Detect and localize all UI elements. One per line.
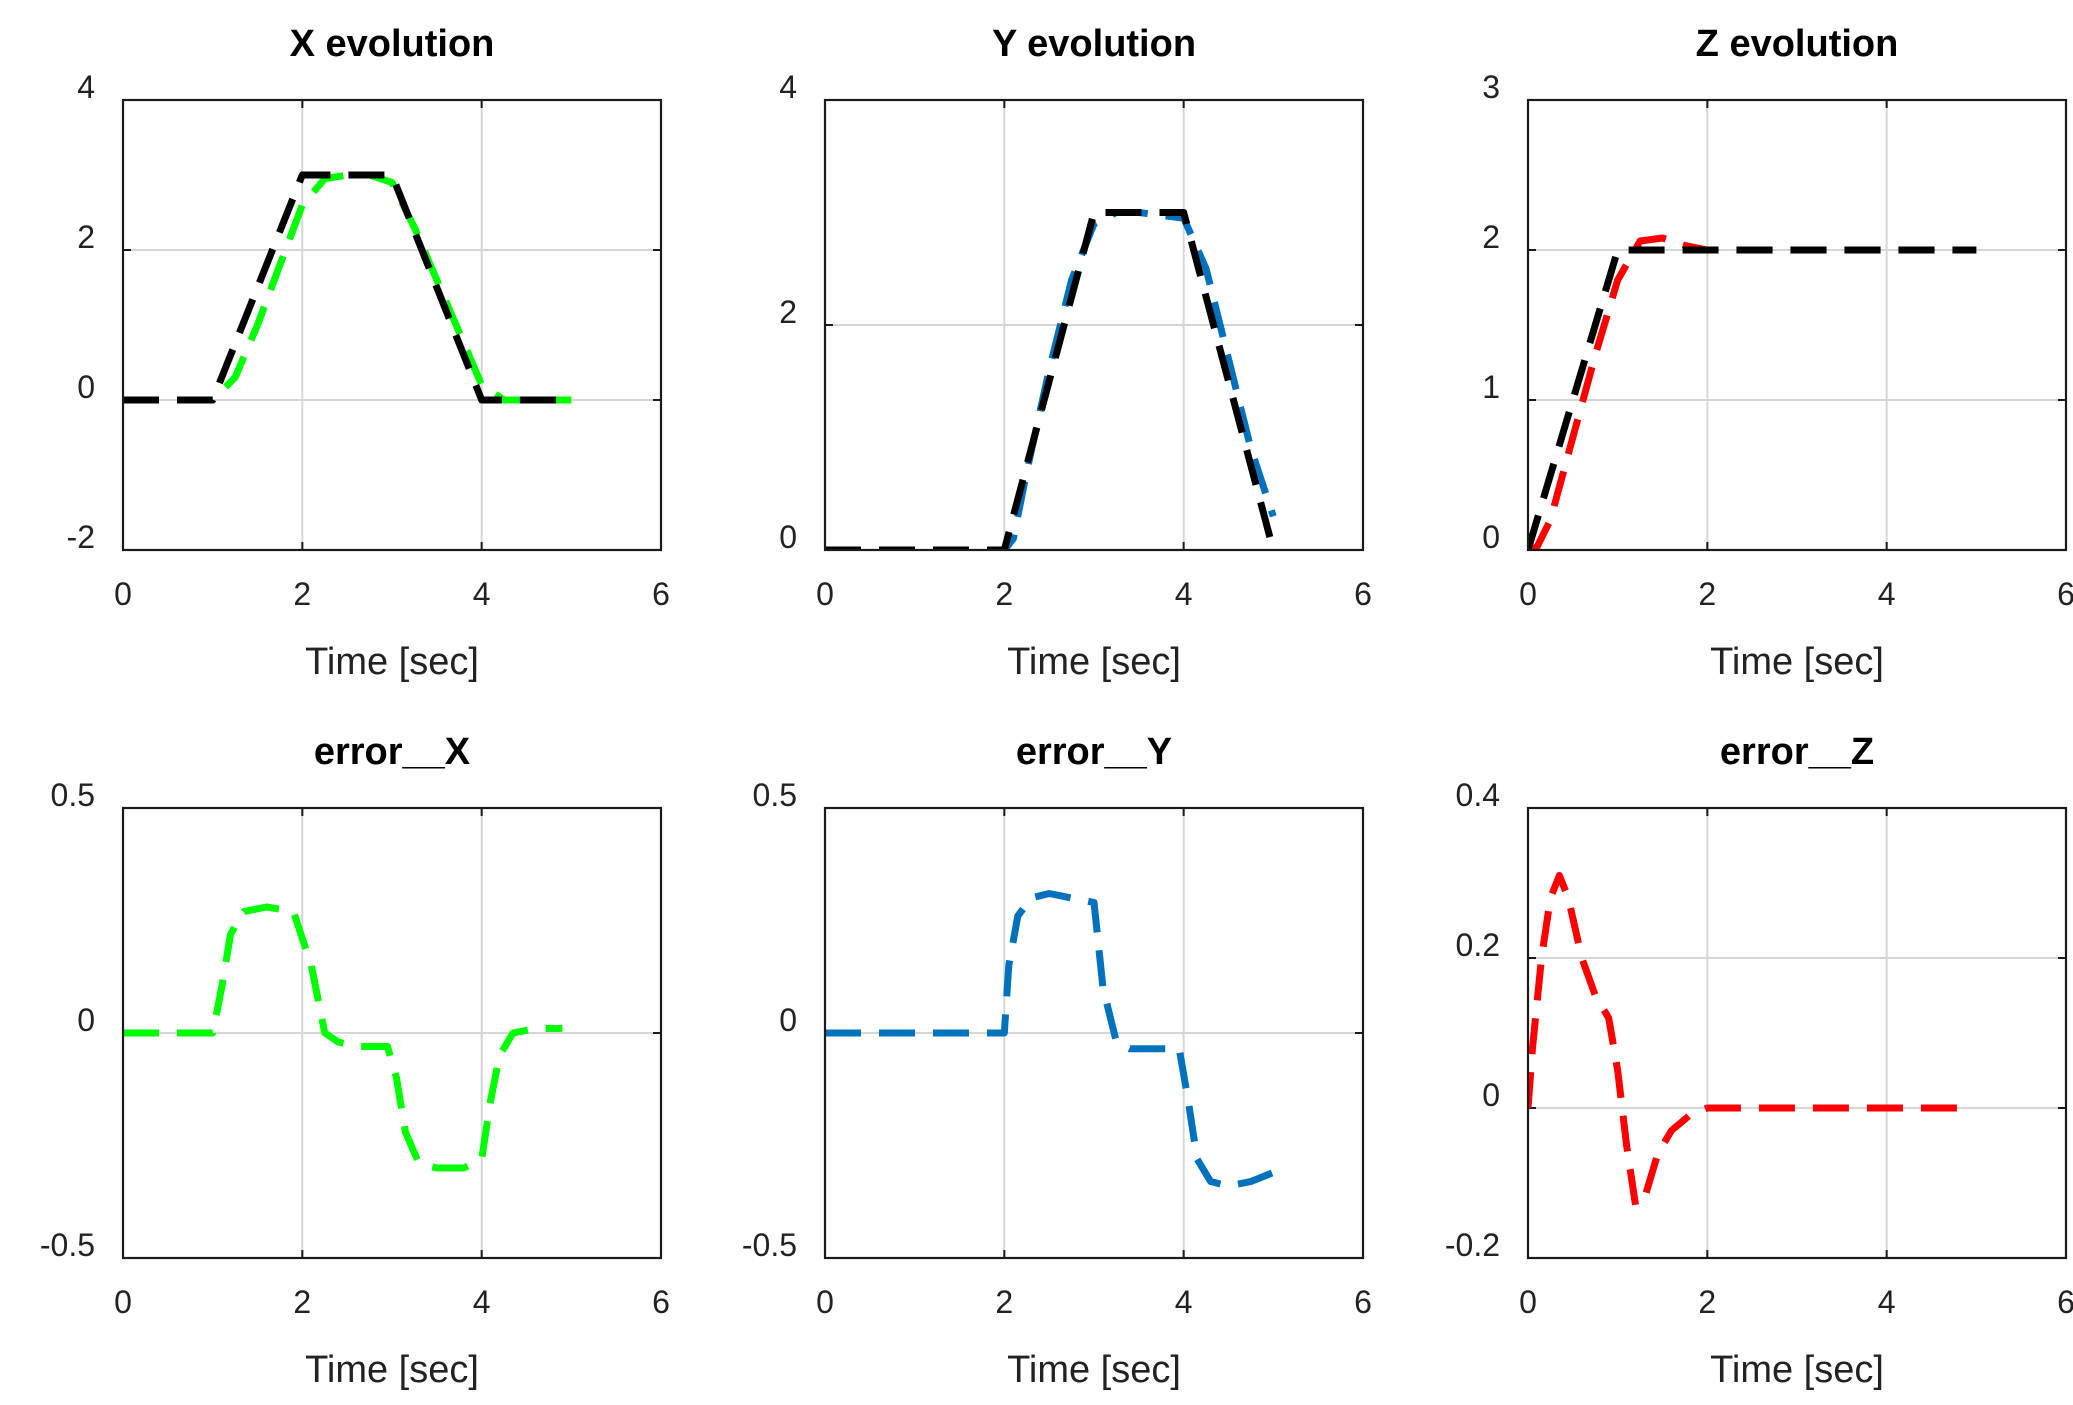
y-tick-label: 0.5 xyxy=(753,777,797,813)
x-tick-label: 4 xyxy=(1878,1284,1896,1320)
x-axis-label: Time [sec] xyxy=(305,641,479,683)
subplot-6: error__Z 0 2 4 6 -0.2 0 0.2 0.4 Time [sec] xyxy=(1445,731,2073,1391)
series-line-actual xyxy=(1528,234,1977,550)
x-tick-label: 0 xyxy=(816,1284,834,1320)
x-tick-label: 6 xyxy=(1354,576,1372,612)
chart-title: error__X xyxy=(314,731,471,773)
x-axis-label: Time [sec] xyxy=(1710,1349,1884,1391)
y-tick-label: 3 xyxy=(1482,69,1500,105)
series-line-actual xyxy=(123,171,572,404)
x-tick-label: 4 xyxy=(1175,1284,1193,1320)
x-tick-label: 4 xyxy=(473,576,491,612)
x-axis-label: Time [sec] xyxy=(305,1349,479,1391)
x-tick-label: 2 xyxy=(293,1284,311,1320)
x-tick-label: 4 xyxy=(1878,576,1896,612)
chart-title: Y evolution xyxy=(992,23,1196,65)
x-tick-label: 6 xyxy=(652,576,670,612)
y-tick-label: -0.5 xyxy=(40,1227,95,1263)
y-tick-label: 2 xyxy=(779,294,797,330)
series-line-reference xyxy=(1528,246,1977,550)
y-tick-label: 1 xyxy=(1482,369,1500,405)
x-tick-label: 0 xyxy=(1519,1284,1537,1320)
x-axis-label: Time [sec] xyxy=(1007,1349,1181,1391)
x-tick-label: 4 xyxy=(1175,576,1193,612)
y-tick-label: 4 xyxy=(77,69,95,105)
x-tick-label: 6 xyxy=(1354,1284,1372,1320)
x-tick-label: 0 xyxy=(114,1284,132,1320)
y-tick-label: 0 xyxy=(779,1002,797,1038)
y-tick-label: 0.5 xyxy=(51,777,95,813)
plot-frame xyxy=(121,98,663,552)
y-tick-label: 0.4 xyxy=(1456,777,1500,813)
subplot-5: error__Y 0 2 4 6 -0.5 0 0.5 Time [sec] xyxy=(742,731,1372,1391)
subplot-1: X evolution 0 2 4 6 -2 0 2 4 Time [sec] xyxy=(67,23,670,683)
plot-frame xyxy=(1526,98,2068,552)
series-line-error xyxy=(123,903,563,1172)
subplot-4: error__X 0 2 4 6 -0.5 0 0.5 Time [sec] xyxy=(40,731,670,1391)
y-tick-label: 0 xyxy=(1482,519,1500,555)
x-tick-label: 2 xyxy=(1698,576,1716,612)
plot-frame xyxy=(823,806,1365,1260)
x-tick-label: 6 xyxy=(2057,576,2073,612)
chart-title: error__Y xyxy=(1016,731,1172,773)
y-tick-label: 0 xyxy=(77,1002,95,1038)
x-tick-label: 0 xyxy=(816,576,834,612)
y-tick-label: 4 xyxy=(779,69,797,105)
x-axis-label: Time [sec] xyxy=(1007,641,1181,683)
x-axis-label: Time [sec] xyxy=(1710,641,1884,683)
x-tick-label: 6 xyxy=(2057,1284,2073,1320)
plot-frame xyxy=(1526,806,2068,1260)
plot-frame xyxy=(121,806,663,1260)
y-tick-label: 2 xyxy=(77,219,95,255)
y-tick-label: -0.5 xyxy=(742,1227,797,1263)
y-tick-label: -0.2 xyxy=(1445,1227,1500,1263)
chart-title: Z evolution xyxy=(1696,23,1899,65)
series-line-reference xyxy=(123,171,572,404)
x-tick-label: 6 xyxy=(652,1284,670,1320)
series-line-error xyxy=(1528,872,1968,1209)
x-tick-label: 0 xyxy=(114,576,132,612)
y-tick-label: 2 xyxy=(1482,219,1500,255)
chart-title: X evolution xyxy=(290,23,495,65)
subplot-2: Y evolution 0 2 4 6 0 2 4 Time [sec] xyxy=(779,23,1372,683)
series-line-error xyxy=(825,890,1275,1190)
y-tick-label: 0.2 xyxy=(1456,927,1500,963)
y-tick-label: -2 xyxy=(67,519,95,555)
x-tick-label: 0 xyxy=(1519,576,1537,612)
x-tick-label: 2 xyxy=(995,1284,1013,1320)
series-line-reference xyxy=(825,209,1277,550)
subplot-3: Z evolution 0 2 4 6 0 1 2 3 Time [sec] xyxy=(1482,23,2073,683)
y-tick-label: 0 xyxy=(779,519,797,555)
y-tick-label: 0 xyxy=(77,369,95,405)
plot-frame xyxy=(823,98,1365,552)
x-tick-label: 2 xyxy=(995,576,1013,612)
x-tick-label: 4 xyxy=(473,1284,491,1320)
x-tick-label: 2 xyxy=(293,576,311,612)
x-tick-label: 2 xyxy=(1698,1284,1716,1320)
y-tick-label: 0 xyxy=(1482,1077,1500,1113)
chart-title: error__Z xyxy=(1720,731,1874,773)
